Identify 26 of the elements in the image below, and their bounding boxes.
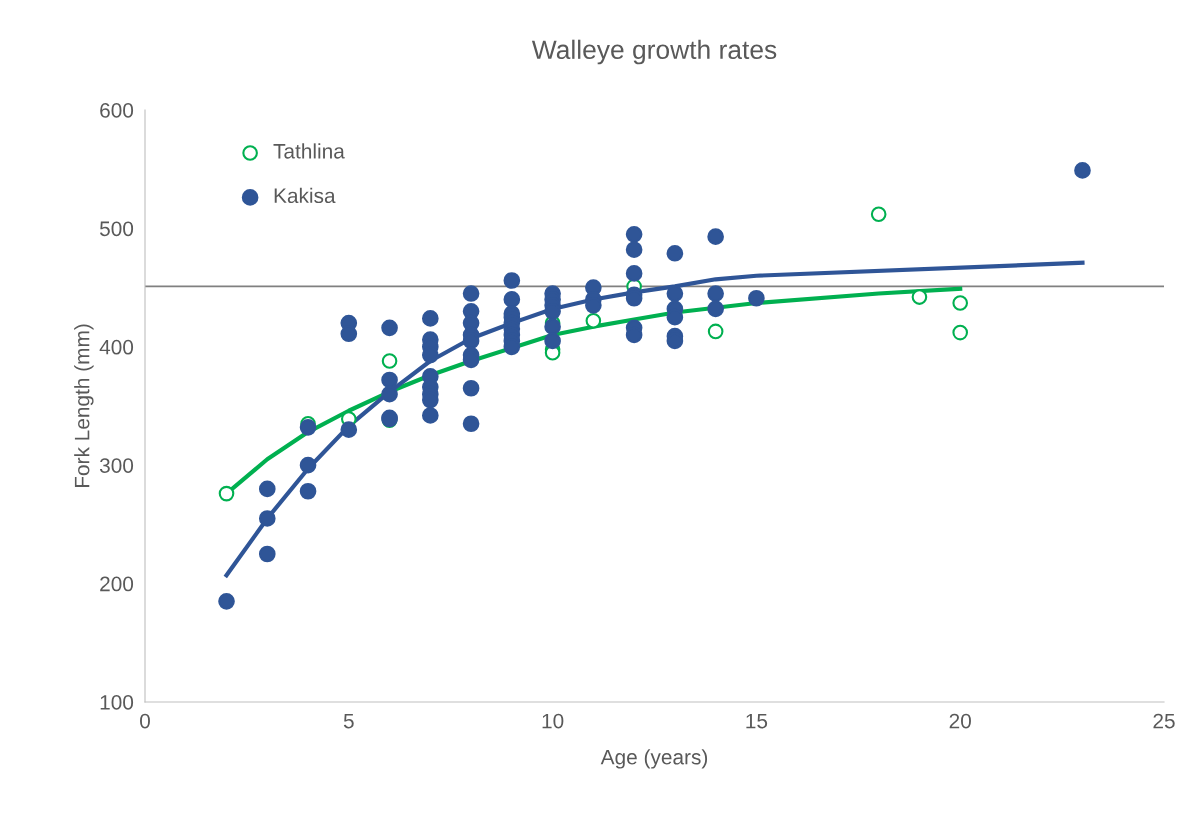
point [381,353,398,369]
chart-title: Walleye growth rates [531,39,777,65]
point [218,485,235,502]
legend-label: Kakisa [274,187,336,204]
x-tick-label: 25 [1153,713,1175,729]
x-tick-label: 20 [949,713,971,729]
point [911,289,928,305]
x-tick-label: 10 [542,713,564,729]
x-tick-label: 5 [343,713,354,729]
y-tick-label: 400 [99,339,134,355]
x-axis-title: Age (years) [600,749,708,769]
line-series [224,260,1085,578]
point [585,312,602,329]
y-tick-label: 600 [100,103,134,118]
point [952,295,969,311]
point [952,324,969,341]
y-tick-label: 300 [99,458,134,473]
x-tick-label: 15 [746,713,768,729]
point [870,206,887,222]
y-tick-label: 100 [100,695,134,710]
legend-label: Tathlina [273,143,345,159]
point [707,323,724,340]
y-tick-label: 200 [100,576,134,592]
y-tick-label: 500 [99,221,134,237]
y-axis-title: Fork Length (mm) [74,324,94,488]
x-tick-label: 0 [140,713,150,729]
